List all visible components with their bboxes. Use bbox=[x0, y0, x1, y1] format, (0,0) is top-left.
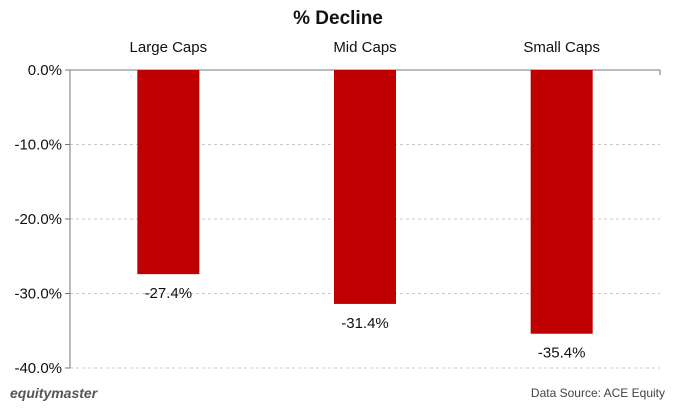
bar bbox=[137, 70, 200, 275]
y-tick-label: -30.0% bbox=[14, 286, 62, 303]
category-label: Large Caps bbox=[130, 39, 208, 56]
data-label: -35.4% bbox=[538, 345, 586, 362]
equitymaster-logo: equitymaster bbox=[10, 385, 98, 401]
y-tick-label: -10.0% bbox=[14, 137, 62, 154]
bar bbox=[530, 70, 593, 334]
data-source-text: Data Source: ACE Equity bbox=[530, 386, 665, 400]
data-label: -27.4% bbox=[145, 285, 193, 302]
category-label: Mid Caps bbox=[333, 39, 396, 56]
labels: Large Caps -27.4% Mid Caps -31.4% Small Caps… bbox=[130, 39, 600, 362]
y-tick-label: 0.0% bbox=[28, 62, 62, 79]
y-tick-label: -20.0% bbox=[14, 211, 62, 228]
data-label: -31.4% bbox=[341, 315, 389, 332]
chart-title: % Decline bbox=[293, 8, 383, 29]
bar bbox=[334, 70, 396, 304]
y-tick-label: -40.0% bbox=[14, 360, 62, 377]
category-label: Small Caps bbox=[523, 39, 600, 56]
bars bbox=[137, 70, 593, 334]
